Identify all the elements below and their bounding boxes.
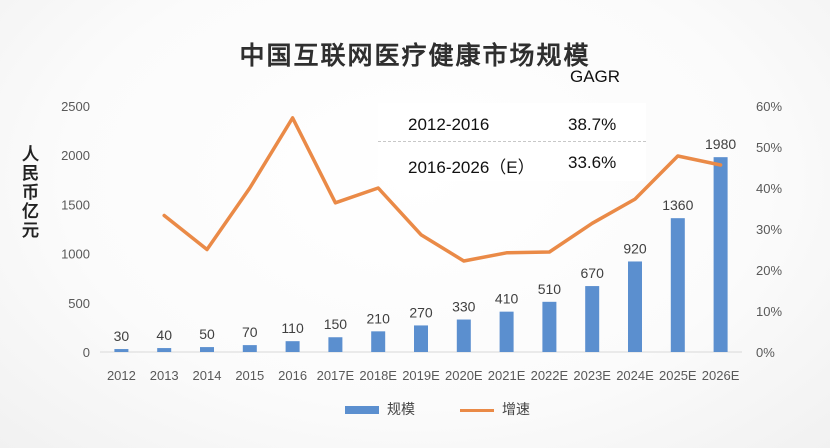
x-tick-label: 2013 (150, 368, 179, 383)
x-tick-label: 2012 (107, 368, 136, 383)
bar (713, 157, 728, 352)
gagr-period: 2012-2016 (408, 115, 490, 134)
bar-data-label: 410 (495, 291, 519, 307)
bar (157, 348, 172, 352)
x-tick-label: 2025E (659, 368, 697, 383)
bar-data-label: 670 (581, 265, 605, 281)
x-tick-label: 2018E (359, 368, 397, 383)
gagr-table-background (378, 103, 646, 181)
gagr-rate: 33.6% (568, 153, 617, 172)
bar-data-label: 110 (281, 320, 304, 336)
bar-data-label: 920 (623, 240, 647, 256)
x-tick-label: 2015 (235, 368, 264, 383)
x-tick-label: 2017E (317, 368, 355, 383)
bar-data-label: 210 (367, 310, 391, 326)
y-right-tick-label: 10% (756, 304, 782, 319)
bar (585, 286, 600, 352)
y-right-tick-label: 30% (756, 222, 782, 237)
bar (242, 345, 257, 352)
gagr-row: 2016-2026（E） 33.6% (408, 153, 648, 177)
bar-data-label: 70 (242, 324, 258, 340)
bar (285, 341, 300, 352)
y-right-tick-label: 20% (756, 263, 782, 278)
bar-data-label: 50 (199, 326, 215, 342)
bar (414, 325, 428, 352)
growth-rate-line (162, 116, 723, 263)
gagr-row: 2012-2016 38.7% (408, 115, 648, 139)
y-right-tick-label: 0% (756, 345, 775, 360)
bar-data-label: 30 (114, 328, 130, 344)
x-tick-label: 2022E (531, 368, 569, 383)
y-left-tick-label: 1500 (61, 197, 90, 212)
x-tick-label: 2026E (702, 368, 740, 383)
bar (456, 319, 471, 352)
legend-line-swatch (460, 409, 494, 412)
x-tick-label: 2014 (193, 368, 222, 383)
y-right-tick-label: 40% (756, 181, 782, 196)
gagr-period: 2016-2026（E） (408, 158, 535, 177)
gagr-rate: 38.7% (568, 115, 617, 134)
x-tick-label: 2020E (445, 368, 483, 383)
bar (628, 261, 642, 352)
bar-data-label: 150 (324, 316, 348, 332)
bar (371, 331, 386, 352)
y-left-tick-label: 500 (68, 296, 90, 311)
chart-title: 中国互联网医疗健康市场规模 (239, 41, 591, 70)
y-axis-label: 人民币亿元 (18, 145, 38, 240)
x-tick-label: 2024E (616, 368, 654, 383)
bar (670, 218, 685, 352)
x-tick-label: 2021E (488, 368, 526, 383)
legend-bar-swatch (345, 406, 379, 414)
bar (200, 347, 214, 352)
bar (499, 311, 514, 352)
bar-data-label: 1980 (705, 136, 736, 152)
bar-data-label: 270 (409, 304, 433, 320)
bar-data-label: 330 (452, 299, 476, 315)
bar-data-label: 510 (538, 281, 562, 297)
gagr-divider (378, 141, 646, 143)
bar (114, 349, 129, 352)
legend: 规模 增速 (0, 399, 830, 421)
x-tick-label: 2016 (278, 368, 307, 383)
y-left-tick-label: 2000 (61, 148, 90, 163)
legend-label: 规模 (387, 402, 415, 418)
gagr-title: GAGR (570, 67, 621, 86)
y-right-tick-label: 60% (756, 99, 782, 114)
y-right-tick-label: 50% (756, 140, 782, 155)
x-tick-label: 2023E (573, 368, 611, 383)
y-left-tick-label: 1000 (61, 247, 90, 262)
y-left-tick-label: 2500 (61, 99, 90, 114)
y-left-tick-label: 0 (83, 345, 90, 360)
bar (542, 301, 557, 352)
bar-data-label: 1360 (662, 197, 693, 213)
x-tick-label: 2019E (402, 368, 440, 383)
legend-label: 增速 (502, 402, 530, 418)
bar-data-label: 40 (156, 327, 172, 343)
bar (328, 337, 343, 352)
